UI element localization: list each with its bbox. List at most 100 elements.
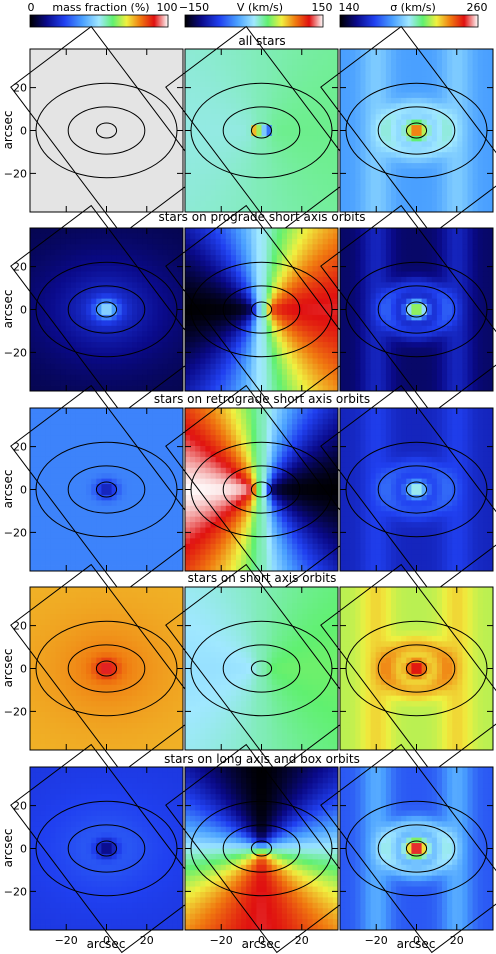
heatmap-cell xyxy=(345,54,351,61)
heatmap-cell xyxy=(172,114,179,121)
heatmap-cell xyxy=(482,244,489,251)
heatmap-cell xyxy=(106,201,112,207)
heatmap-cell xyxy=(327,374,334,381)
heatmap-cell xyxy=(132,314,138,321)
heatmap-cell xyxy=(190,331,196,338)
heatmap-cell xyxy=(167,276,174,283)
heatmap-cell xyxy=(462,97,468,104)
heatmap-cell xyxy=(276,152,283,159)
heatmap-cell xyxy=(230,146,237,153)
heatmap-cell xyxy=(256,87,262,93)
heatmap-cell xyxy=(30,287,36,294)
heatmap-cell xyxy=(276,97,283,104)
heatmap-cell xyxy=(205,92,211,99)
heatmap-cell xyxy=(177,271,184,278)
heatmap-cell xyxy=(302,298,308,305)
heatmap-cell xyxy=(65,276,72,283)
heatmap-cell xyxy=(375,201,382,207)
heatmap-cell xyxy=(350,271,356,278)
heatmap-cell xyxy=(251,314,257,321)
heatmap-cell xyxy=(195,293,201,300)
heatmap-cell xyxy=(65,260,72,267)
heatmap-cell xyxy=(132,363,138,370)
heatmap-cell xyxy=(411,97,417,104)
heatmap-cell xyxy=(401,271,407,278)
heatmap-cell xyxy=(230,228,237,234)
heatmap-cell xyxy=(482,255,489,261)
heatmap-cell xyxy=(411,228,417,234)
heatmap-cell xyxy=(236,168,242,175)
heatmap-cell xyxy=(106,146,112,153)
heatmap-cell xyxy=(35,369,41,376)
heatmap-cell xyxy=(312,195,318,202)
heatmap-cell xyxy=(487,179,494,186)
heatmap-cell xyxy=(266,347,273,354)
heatmap-cell xyxy=(426,163,433,169)
heatmap-cell xyxy=(355,152,361,159)
heatmap-cell xyxy=(452,249,458,256)
heatmap-cell xyxy=(472,255,479,261)
heatmap-cell xyxy=(256,76,262,82)
heatmap-cell xyxy=(200,298,206,305)
heatmap-cell xyxy=(256,331,262,338)
heatmap-cell xyxy=(292,87,298,93)
heatmap-cell xyxy=(391,233,397,240)
heatmap-cell xyxy=(332,54,339,61)
heatmap-cell xyxy=(281,380,288,386)
heatmap-cell xyxy=(157,119,163,126)
heatmap-cell xyxy=(75,347,82,354)
heatmap-cell xyxy=(241,141,247,148)
heatmap-cell xyxy=(116,271,123,278)
heatmap-cell xyxy=(442,195,448,202)
heatmap-cell xyxy=(421,190,428,197)
heatmap-cell xyxy=(177,125,184,131)
heatmap-cell xyxy=(431,103,438,110)
heatmap-cell xyxy=(167,228,174,234)
heatmap-cell xyxy=(442,97,448,104)
heatmap-cell xyxy=(132,385,138,392)
heatmap-cell xyxy=(287,352,293,359)
heatmap-cell xyxy=(177,363,184,370)
heatmap-cell xyxy=(251,260,257,267)
heatmap-cell xyxy=(75,309,82,316)
heatmap-cell xyxy=(281,168,288,175)
heatmap-cell xyxy=(126,363,133,370)
heatmap-cell xyxy=(312,271,318,278)
heatmap-cell xyxy=(55,293,61,300)
heatmap-cell xyxy=(142,70,148,77)
heatmap-cell xyxy=(462,238,468,245)
heatmap-cell xyxy=(60,238,67,245)
heatmap-cell xyxy=(281,103,288,110)
heatmap-cell xyxy=(91,81,97,88)
heatmap-cell xyxy=(411,135,417,142)
heatmap-cell xyxy=(121,87,128,93)
heatmap-cell xyxy=(442,249,448,256)
heatmap-cell xyxy=(236,304,242,310)
heatmap-cell xyxy=(431,87,438,93)
heatmap-cell xyxy=(261,195,267,202)
heatmap-cell xyxy=(220,233,227,240)
xlabel-col-3: arcsec xyxy=(397,937,436,951)
heatmap-cell xyxy=(462,249,468,256)
heatmap-cell xyxy=(236,374,242,381)
heatmap-cell xyxy=(327,363,334,370)
heatmap-cell xyxy=(40,304,46,310)
heatmap-cell xyxy=(210,352,216,359)
heatmap-cell xyxy=(236,352,242,359)
heatmap-cell xyxy=(35,92,41,99)
heatmap-cell xyxy=(75,282,82,289)
heatmap-cell xyxy=(230,287,237,294)
heatmap-cell xyxy=(332,157,339,164)
heatmap-cell xyxy=(157,271,163,278)
heatmap-cell xyxy=(172,125,179,131)
heatmap-cell xyxy=(152,114,158,121)
heatmap-cell xyxy=(167,76,174,82)
heatmap-cell xyxy=(482,228,489,234)
heatmap-cell xyxy=(50,173,56,180)
heatmap-cell xyxy=(101,179,107,186)
heatmap-cell xyxy=(271,249,278,256)
heatmap-cell xyxy=(236,276,242,283)
heatmap-cell xyxy=(477,255,484,261)
heatmap-cell xyxy=(467,173,473,180)
heatmap-cell xyxy=(332,228,339,234)
